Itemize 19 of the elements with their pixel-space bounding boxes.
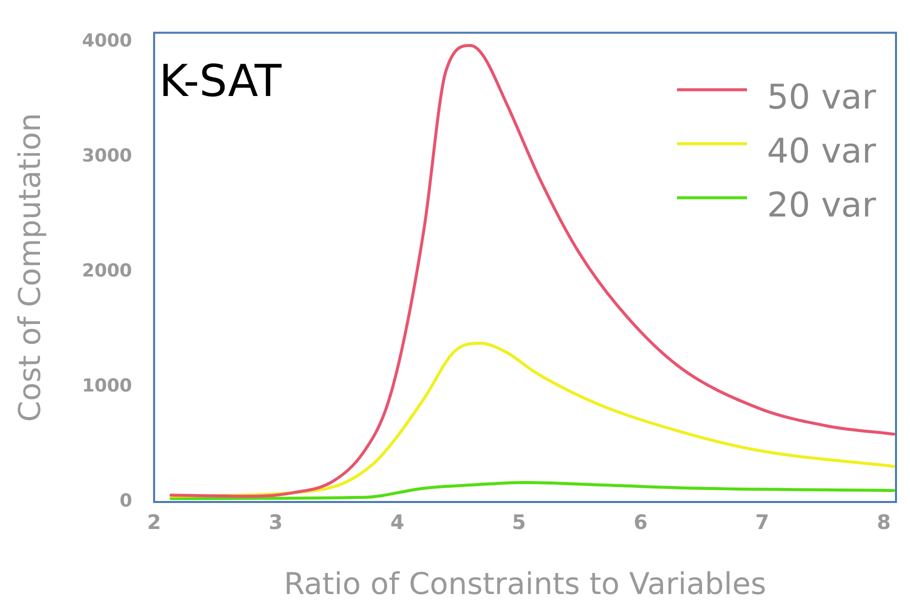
y-tick-label: 2000 bbox=[82, 260, 132, 282]
line-series bbox=[170, 480, 896, 500]
x-tick-label: 5 bbox=[512, 510, 526, 534]
x-axis-title: Ratio of Constraints to Variables bbox=[284, 566, 766, 602]
y-tick-label: 4000 bbox=[82, 30, 132, 52]
y-axis-title: Cost of Computation bbox=[12, 112, 48, 422]
x-tick-label: 7 bbox=[755, 510, 770, 534]
y-tick-label: 0 bbox=[120, 490, 132, 512]
x-tick-label: 3 bbox=[268, 510, 283, 534]
y-tick-label: 3000 bbox=[82, 146, 132, 167]
x-tick-label: 8 bbox=[876, 510, 891, 534]
y-tick-label: 1000 bbox=[82, 376, 132, 397]
x-tick-label: 4 bbox=[390, 510, 404, 534]
x-tick-label: 2 bbox=[147, 510, 162, 534]
legend-label: 20 var bbox=[766, 186, 876, 226]
legend-label: 40 var bbox=[766, 132, 876, 172]
x-tick-label: 6 bbox=[634, 510, 648, 534]
legend-label: 50 var bbox=[766, 78, 876, 118]
text: K-SAT bbox=[159, 56, 282, 108]
